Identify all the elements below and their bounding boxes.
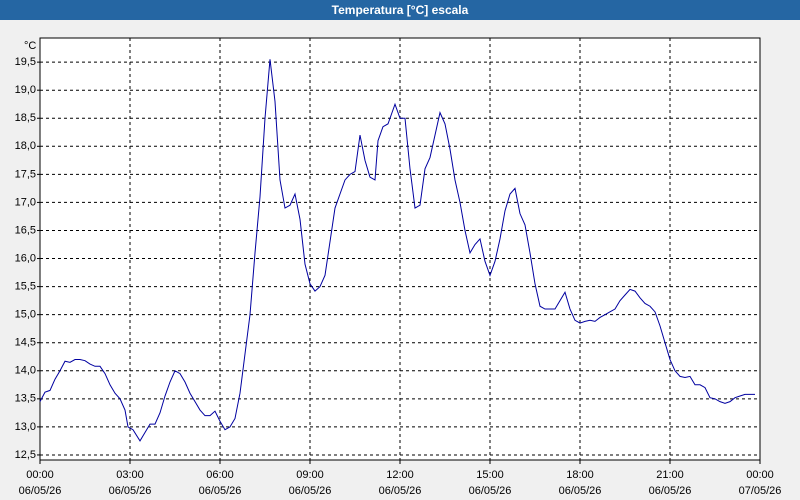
x-tick-label: 15:00: [476, 469, 504, 481]
x-tick-label: 12:00: [386, 469, 414, 481]
y-tick-label: 14,0: [15, 365, 36, 377]
x-tick-label: 18:00: [566, 469, 594, 481]
temperature-line: [39, 59, 755, 442]
y-tick-label: 19,0: [15, 84, 36, 96]
y-tick-label: 14,5: [15, 337, 36, 349]
y-tick-label: 18,5: [15, 112, 36, 124]
y-tick-label: 16,5: [15, 224, 36, 236]
x-tick-label: 09:00: [296, 469, 324, 481]
x-tick-date: 06/05/26: [199, 485, 242, 497]
x-tick-date: 06/05/26: [109, 485, 152, 497]
x-tick-date: 06/05/26: [379, 485, 422, 497]
y-tick-label: 18,0: [15, 140, 36, 152]
y-tick-label: 12,5: [15, 449, 36, 461]
x-tick-date: 06/05/26: [19, 485, 62, 497]
title-bar: [0, 0, 800, 20]
x-tick-date: 06/05/26: [289, 485, 332, 497]
y-tick-label: 16,0: [15, 252, 36, 264]
y-tick-label: 19,5: [15, 56, 36, 68]
x-tick-label: 06:00: [206, 469, 234, 481]
y-unit: °C: [24, 40, 36, 52]
x-tick-date: 07/05/26: [739, 485, 782, 497]
y-tick-label: 15,5: [15, 281, 36, 293]
y-tick-label: 17,5: [15, 168, 36, 180]
x-tick-date: 06/05/26: [559, 485, 602, 497]
x-tick-date: 06/05/26: [469, 485, 512, 497]
x-tick-date: 06/05/26: [649, 485, 692, 497]
y-tick-label: 13,5: [15, 393, 36, 405]
chart-title: Temperatura [°C] escala: [332, 3, 469, 17]
y-tick-label: 15,0: [15, 309, 36, 321]
x-tick-label: 00:00: [746, 469, 774, 481]
y-tick-label: 17,0: [15, 196, 36, 208]
x-tick-label: 00:00: [26, 469, 54, 481]
y-tick-label: 13,0: [15, 421, 36, 433]
x-tick-label: 03:00: [116, 469, 144, 481]
x-tick-label: 21:00: [656, 469, 684, 481]
